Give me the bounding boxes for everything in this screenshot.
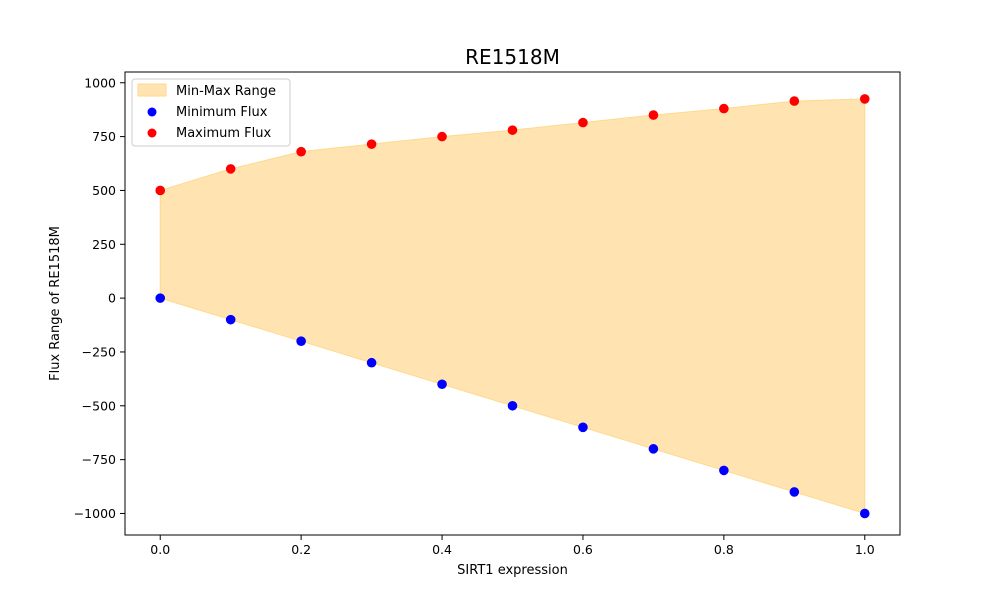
y-tick-label: −250 bbox=[82, 344, 116, 359]
maximum-flux-point bbox=[437, 131, 447, 142]
minimum-flux-point bbox=[225, 314, 236, 325]
y-tick-label: 750 bbox=[92, 129, 116, 144]
minimum-flux-point bbox=[719, 465, 729, 476]
y-axis-label: Flux Range of RE1518M bbox=[48, 226, 63, 381]
legend-label-maximum-flux: Maximum Flux bbox=[176, 126, 272, 141]
legend-swatch-min-max-range bbox=[137, 83, 167, 97]
y-tick-label: 0 bbox=[108, 291, 116, 306]
legend-label-min-max-range: Min-Max Range bbox=[176, 84, 276, 99]
minimum-flux-point bbox=[155, 293, 166, 303]
plot-area bbox=[155, 94, 870, 519]
maximum-flux-point bbox=[155, 185, 166, 196]
x-tick-label: 0.8 bbox=[714, 542, 734, 557]
x-axis-label: SIRT1 expression bbox=[457, 563, 568, 578]
legend-marker-minimum-flux bbox=[147, 107, 157, 117]
maximum-flux-point bbox=[507, 125, 518, 135]
axes-frame bbox=[124, 71, 901, 536]
minimum-flux-point bbox=[648, 444, 659, 454]
maximum-flux-point bbox=[366, 139, 377, 149]
minimum-flux-point bbox=[578, 422, 588, 433]
x-tick-label: 1.0 bbox=[855, 542, 875, 557]
y-tick-label: 500 bbox=[92, 183, 116, 198]
maximum-flux-point bbox=[648, 110, 659, 120]
minimum-flux-point bbox=[366, 357, 377, 368]
maximum-flux-point bbox=[719, 103, 729, 114]
minimum-flux-point bbox=[789, 487, 800, 497]
y-tick-label: 1000 bbox=[84, 75, 116, 90]
axis-ticks: 0.0 0.2 0.4 0.6 0.8 1.0 −1000 −750 −500 −250 0 250 5… bbox=[74, 75, 875, 557]
x-tick-label: 0.6 bbox=[573, 542, 593, 557]
minimum-flux-point bbox=[437, 379, 447, 390]
legend-marker-maximum-flux bbox=[147, 128, 157, 138]
legend-box bbox=[131, 78, 291, 147]
legend-label-minimum-flux: Minimum Flux bbox=[176, 105, 268, 120]
chart-title: RE1518M bbox=[465, 45, 560, 69]
minimum-flux-point bbox=[296, 336, 306, 346]
maximum-flux-point bbox=[859, 94, 870, 104]
minimum-flux-point bbox=[507, 400, 518, 411]
y-tick-label: −1000 bbox=[74, 506, 116, 521]
minimum-flux-point bbox=[859, 508, 870, 519]
y-tick-label: 250 bbox=[92, 237, 116, 252]
maximum-flux-point bbox=[225, 164, 236, 174]
y-tick-label: −750 bbox=[82, 452, 116, 467]
x-tick-label: 0.0 bbox=[150, 542, 170, 557]
maximum-flux-point bbox=[578, 117, 588, 128]
legend: Min-Max Range Minimum Flux Maximum Flux bbox=[131, 78, 291, 147]
maximum-flux-point bbox=[789, 96, 800, 106]
x-tick-label: 0.4 bbox=[432, 542, 452, 557]
y-tick-label: −500 bbox=[82, 398, 116, 413]
x-tick-label: 0.2 bbox=[291, 542, 311, 557]
maximum-flux-point bbox=[296, 146, 306, 157]
